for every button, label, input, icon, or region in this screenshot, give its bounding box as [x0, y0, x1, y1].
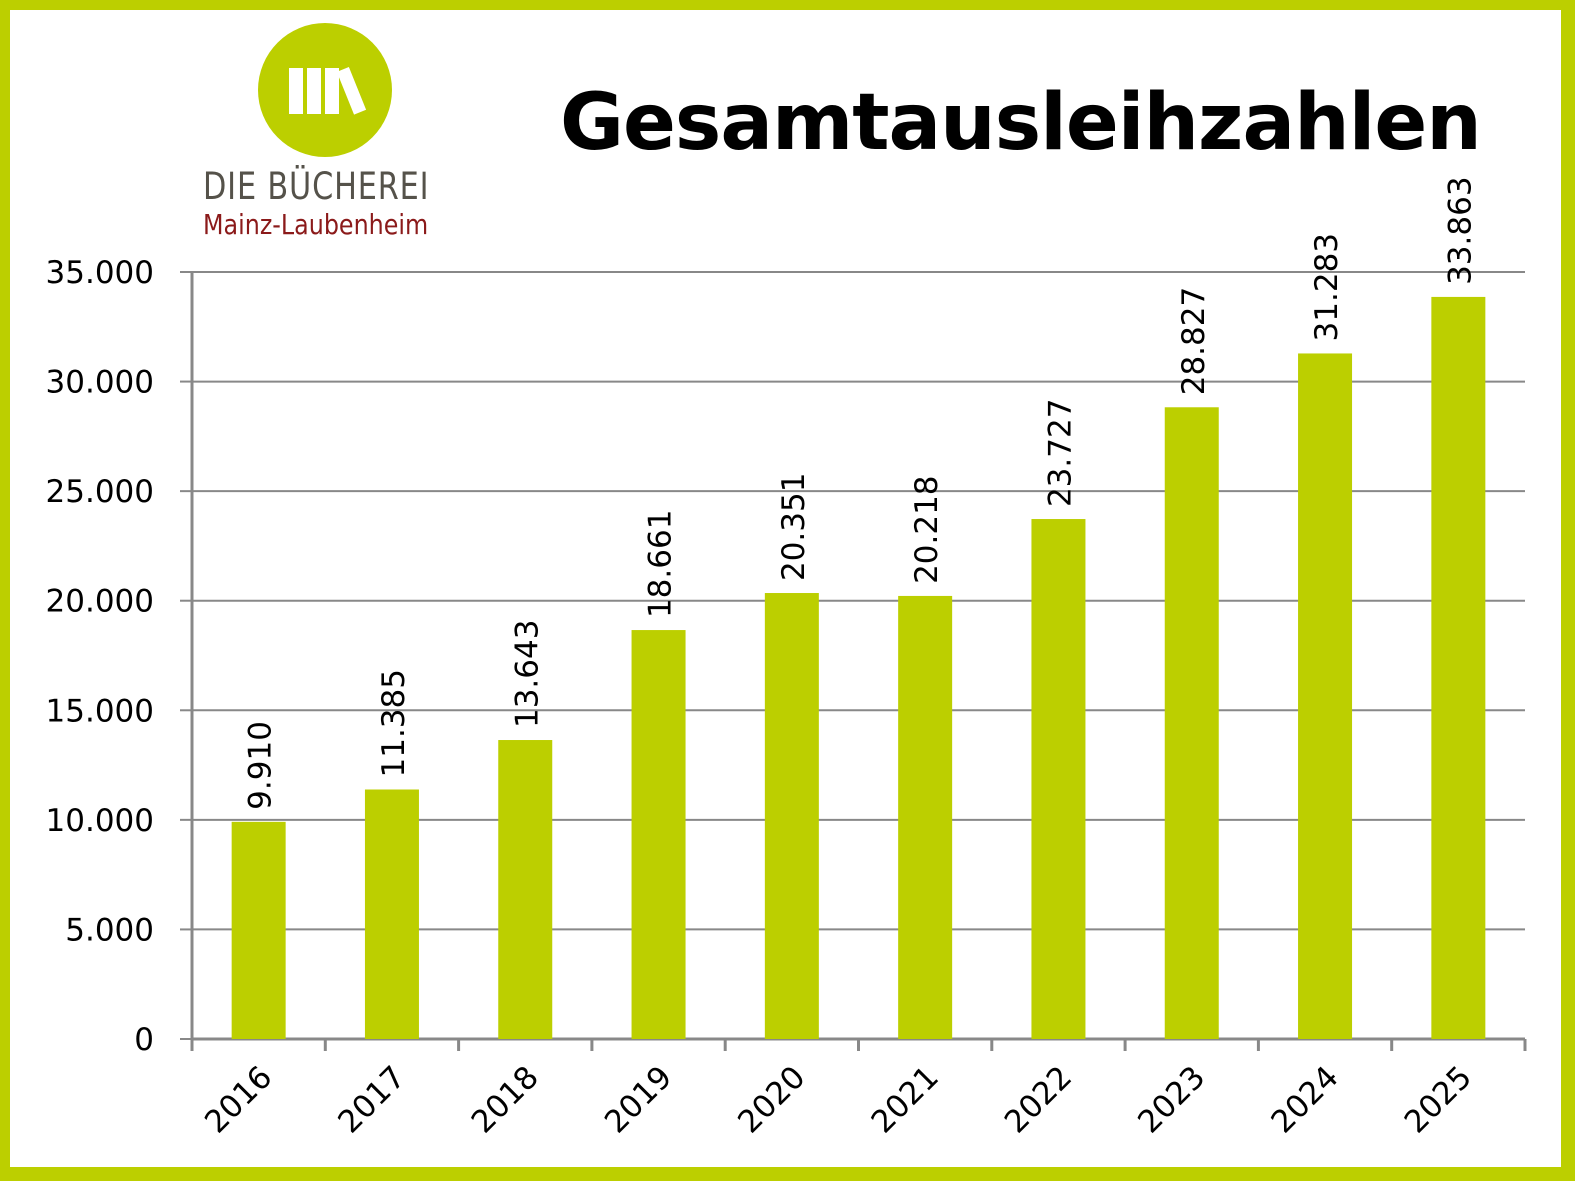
x-tick-label: 2017	[331, 1059, 412, 1140]
data-label: 18.661	[643, 510, 679, 618]
data-label: 9.910	[243, 721, 279, 810]
chart-title: Gesamtausleihzahlen	[560, 78, 1482, 168]
x-tick-label: 2022	[998, 1059, 1079, 1140]
y-tick-label: 30.000	[46, 365, 154, 401]
bar-2017	[364, 789, 419, 1039]
bar-2016	[231, 821, 286, 1039]
bar-2018	[498, 740, 553, 1039]
data-label: 28.827	[1176, 287, 1212, 395]
data-label: 13.643	[509, 620, 545, 728]
bar-2022	[1031, 519, 1086, 1039]
y-tick-label: 15.000	[46, 693, 154, 729]
logo-name: DIE BÜCHEREI	[203, 165, 430, 208]
x-tick-label: 2021	[865, 1059, 946, 1140]
y-tick-label: 10.000	[46, 803, 154, 839]
logo-subtitle: Mainz-Laubenheim	[203, 208, 429, 241]
bar-2024	[1298, 353, 1353, 1039]
data-label: 11.385	[376, 669, 412, 777]
y-tick-label: 35.000	[46, 255, 154, 291]
data-label: 20.218	[909, 475, 945, 583]
x-tick-label: 2020	[731, 1059, 812, 1140]
bar-2019	[631, 630, 686, 1039]
x-tick-label: 2018	[465, 1059, 546, 1140]
bar-2023	[1164, 407, 1219, 1040]
y-tick-label: 25.000	[46, 474, 154, 510]
y-tick-label: 20.000	[46, 584, 154, 620]
books-icon	[258, 23, 392, 157]
data-label: 31.283	[1309, 233, 1345, 341]
y-tick-label: 5.000	[65, 912, 154, 948]
bar-2021	[898, 595, 953, 1039]
x-tick-label: 2019	[598, 1059, 679, 1140]
x-tick-label: 2023	[1131, 1059, 1212, 1140]
data-label: 33.863	[1442, 176, 1478, 284]
bar-2020	[764, 593, 819, 1039]
x-tick-label: 2016	[198, 1059, 279, 1140]
data-label: 23.727	[1042, 399, 1078, 507]
x-tick-label: 2025	[1398, 1059, 1479, 1140]
x-tick-label: 2024	[1264, 1059, 1345, 1140]
y-tick-label: 0	[134, 1022, 154, 1058]
library-logo: DIE BÜCHEREI Mainz-Laubenheim	[195, 20, 455, 241]
bar-2025	[1431, 296, 1486, 1040]
data-label: 20.351	[776, 473, 812, 581]
